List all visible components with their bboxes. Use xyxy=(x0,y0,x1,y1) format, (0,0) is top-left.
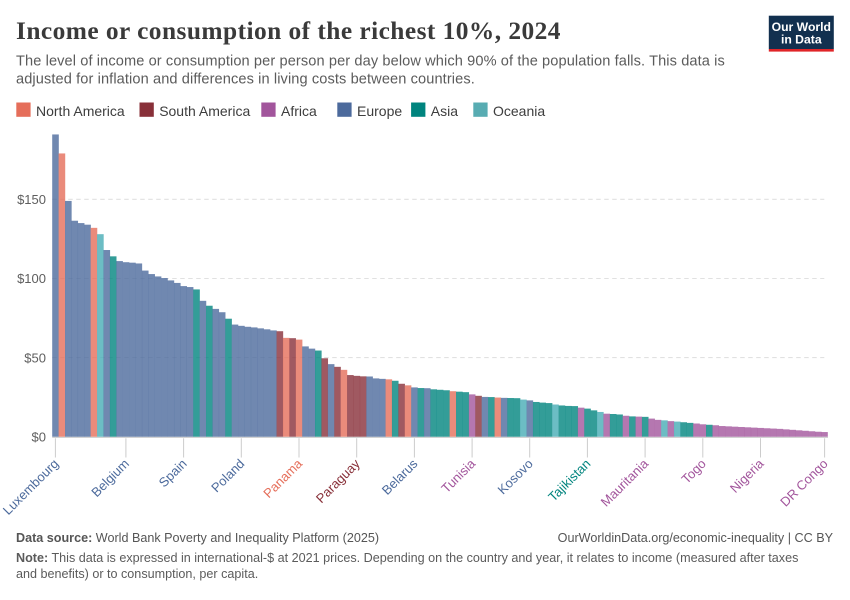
svg-text:Income or consumption of the r: Income or consumption of the richest 10%… xyxy=(16,17,561,45)
svg-text:$0: $0 xyxy=(32,430,46,445)
svg-text:$100: $100 xyxy=(17,271,46,286)
svg-text:adjusted for inflation and dif: adjusted for inflation and differences i… xyxy=(16,71,475,87)
svg-text:South America: South America xyxy=(159,103,250,119)
svg-text:Oceania: Oceania xyxy=(493,103,545,119)
svg-text:Africa: Africa xyxy=(281,103,317,119)
svg-text:$50: $50 xyxy=(24,350,46,365)
svg-text:The level of income or consump: The level of income or consumption per p… xyxy=(16,54,725,70)
svg-text:Europe: Europe xyxy=(357,103,402,119)
svg-text:Note: This data is expressed i: Note: This data is expressed in internat… xyxy=(16,551,798,565)
svg-text:Data source: World Bank Povert: Data source: World Bank Poverty and Ineq… xyxy=(16,531,379,545)
svg-text:OurWorldinData.org/economic-in: OurWorldinData.org/economic-inequality |… xyxy=(558,531,834,545)
svg-text:Our World: Our World xyxy=(772,20,831,34)
svg-text:$150: $150 xyxy=(17,192,46,207)
svg-text:North America: North America xyxy=(36,103,125,119)
svg-text:in Data: in Data xyxy=(781,32,822,46)
svg-text:and benefits) or to consumptio: and benefits) or to consumption, per cap… xyxy=(16,567,258,581)
svg-text:Asia: Asia xyxy=(431,103,458,119)
